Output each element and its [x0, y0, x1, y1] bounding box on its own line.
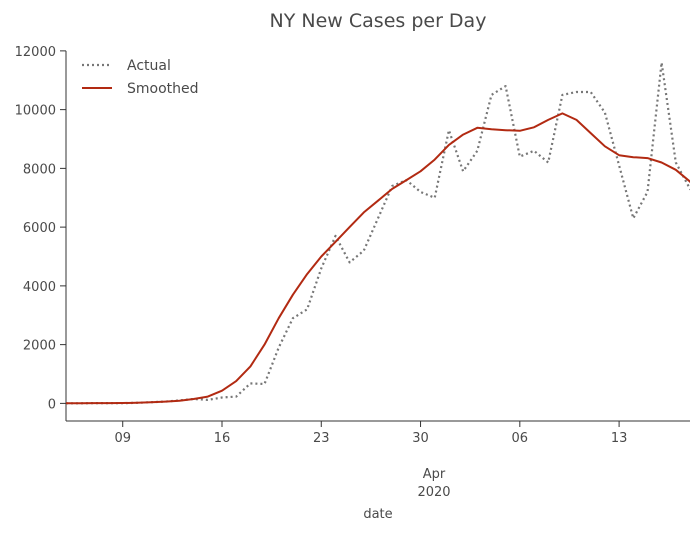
series-layer	[66, 61, 690, 405]
y-tick-label: 0	[48, 397, 56, 412]
y-tick-label: 8000	[23, 162, 56, 177]
x-tick-label: 30	[412, 431, 429, 446]
legend: Actual Smoothed	[82, 58, 199, 97]
y-tick-label: 2000	[23, 339, 56, 354]
x-tick-label: 16	[214, 431, 231, 446]
series-line-actual	[66, 61, 690, 405]
legend-label-smoothed: Smoothed	[127, 81, 199, 97]
y-tick-label: 6000	[23, 221, 56, 236]
y-axis: 0 2000 4000 6000 8000 10000 12000	[15, 45, 67, 421]
x-tick-label: 13	[611, 431, 628, 446]
x-axis: 09 16 23 30 06 13	[66, 420, 690, 446]
y-tick-label: 4000	[23, 280, 56, 295]
chart-title: NY New Cases per Day	[270, 10, 487, 32]
series-line-smoothed	[66, 112, 690, 405]
legend-label-actual: Actual	[127, 58, 171, 74]
y-tick-label: 12000	[15, 45, 56, 60]
x-tick-label: 23	[313, 431, 330, 446]
x-year-label: 2020	[417, 485, 450, 500]
y-tick-label: 10000	[15, 104, 56, 119]
x-axis-label: date	[363, 507, 392, 522]
x-month-label: Apr	[423, 467, 446, 482]
x-tick-label: 09	[114, 431, 131, 446]
x-tick-label: 06	[512, 431, 529, 446]
